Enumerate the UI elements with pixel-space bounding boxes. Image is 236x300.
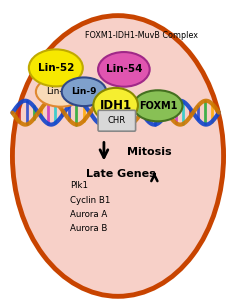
Text: Lin-37: Lin-37 (46, 87, 75, 96)
Text: Mitosis: Mitosis (127, 147, 172, 158)
Text: Aurora A: Aurora A (70, 210, 107, 219)
Ellipse shape (98, 52, 150, 87)
Ellipse shape (133, 90, 182, 121)
Text: Plk1: Plk1 (70, 181, 88, 190)
Text: FOXM1: FOXM1 (139, 101, 177, 111)
Text: Lin-9: Lin-9 (71, 87, 97, 96)
Ellipse shape (62, 77, 106, 106)
Text: Lin-52: Lin-52 (38, 63, 74, 73)
Ellipse shape (93, 88, 138, 122)
Text: Late Genes: Late Genes (86, 169, 156, 179)
Text: Cyclin B1: Cyclin B1 (70, 196, 110, 205)
Ellipse shape (13, 16, 223, 296)
Ellipse shape (36, 77, 85, 107)
Text: FOXM1-IDH1-MuvB Complex: FOXM1-IDH1-MuvB Complex (85, 31, 198, 40)
Text: Aurora B: Aurora B (70, 224, 107, 233)
Text: IDH1: IDH1 (100, 99, 132, 112)
Text: Lin-54: Lin-54 (106, 64, 142, 74)
FancyBboxPatch shape (98, 110, 136, 131)
Text: CHR: CHR (108, 116, 126, 125)
Ellipse shape (29, 50, 83, 86)
